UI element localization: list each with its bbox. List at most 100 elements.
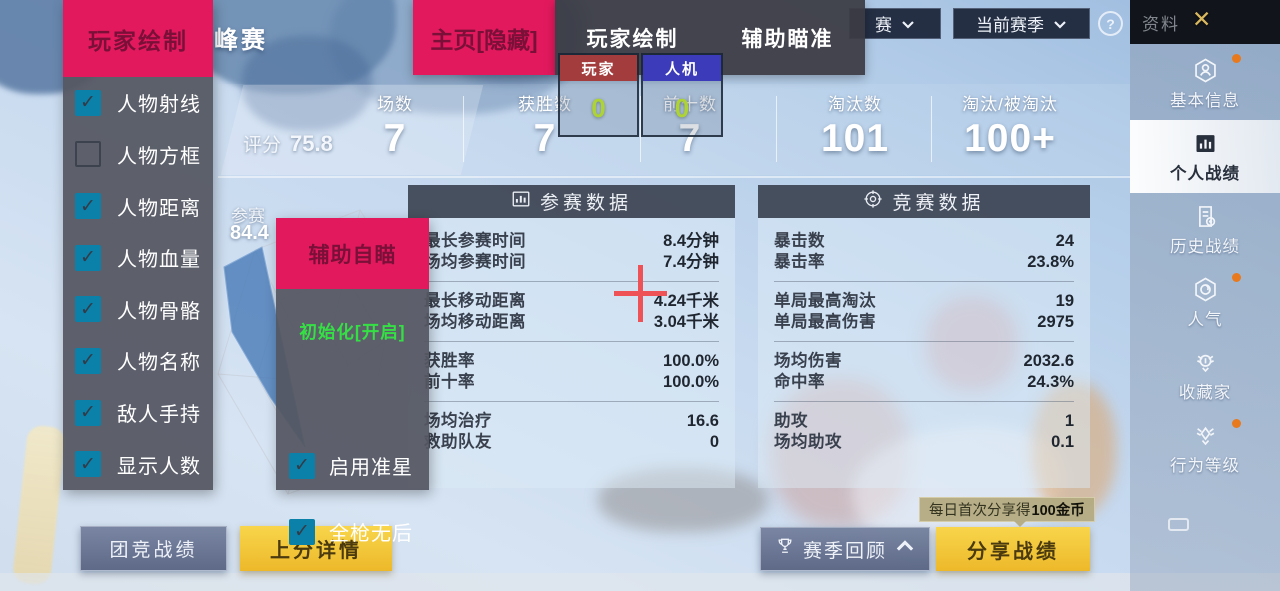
esp-toggle-distance[interactable]: 人物距离 bbox=[63, 180, 213, 232]
checkbox[interactable] bbox=[75, 141, 101, 168]
notification-dot bbox=[1232, 419, 1241, 428]
rating-label: 评分 bbox=[243, 135, 282, 156]
stat-row-label: 救助队友 bbox=[424, 432, 492, 451]
season-review-button[interactable]: 赛季回顾 bbox=[760, 527, 930, 571]
toggle-label: 人物名称 bbox=[117, 352, 201, 375]
share-stats-button[interactable]: 分享战绩 bbox=[936, 527, 1090, 571]
stat-divider bbox=[640, 96, 641, 162]
esp-toggle-playercount[interactable]: 显示人数 bbox=[63, 438, 213, 490]
stat-row-label: 助攻 bbox=[774, 412, 808, 430]
stat-row-label: 场均伤害 bbox=[774, 352, 842, 370]
toggle-label: 人物骨骼 bbox=[117, 300, 201, 323]
stat-row-value: 100.0% bbox=[663, 352, 719, 370]
toggle-label: 人物血量 bbox=[117, 249, 201, 272]
radar-axis-label: 参赛 bbox=[231, 207, 265, 226]
stat-value: 100+ bbox=[964, 117, 1056, 160]
home-hide-button[interactable]: 主页[隐藏] bbox=[413, 0, 555, 75]
page-title: 峰赛 bbox=[214, 27, 268, 54]
competition-panel-header: 竞赛数据 bbox=[758, 185, 1090, 218]
stat-row-value: 3.04千米 bbox=[653, 312, 719, 331]
stat-value: 101 bbox=[820, 117, 890, 160]
checkbox[interactable] bbox=[75, 399, 101, 426]
sidebar-item-label: 历史战绩 bbox=[1170, 237, 1240, 256]
tab-player-esp[interactable]: 玩家绘制 bbox=[586, 27, 679, 51]
sidebar-item-history-stats[interactable]: 历史战绩 bbox=[1130, 193, 1280, 266]
sidebar-item-conduct-level[interactable]: 行为等级 bbox=[1130, 412, 1280, 485]
profile-header: 资料 ✕ bbox=[1130, 0, 1280, 44]
bottom-strip bbox=[0, 573, 1280, 591]
stat-row-value: 19 bbox=[1055, 292, 1074, 310]
player-counter[interactable]: 玩家 0 bbox=[558, 53, 639, 137]
notification-dot bbox=[1232, 54, 1241, 63]
esp-toggle-name[interactable]: 人物名称 bbox=[63, 335, 213, 387]
toggle-label: 人物方框 bbox=[117, 145, 201, 168]
esp-toggle-ray[interactable]: 人物射线 bbox=[63, 77, 213, 129]
stat-row-label: 暴击数 bbox=[774, 232, 825, 250]
stat-divider bbox=[463, 96, 464, 162]
competition-panel: 竞赛数据 暴击数 24 暴击率 23.8% 单局最高淘汰 19 单局最高伤害 2975 … bbox=[758, 185, 1090, 488]
profile-title: 资料 bbox=[1142, 14, 1180, 34]
close-icon[interactable]: ✕ bbox=[1192, 6, 1212, 32]
stat-divider bbox=[776, 96, 777, 162]
team-stats-button[interactable]: 团竞战绩 bbox=[80, 526, 227, 571]
stat-value: 7 bbox=[678, 117, 702, 160]
stat-row-label: 最长参赛时间 bbox=[424, 232, 526, 250]
aimbot-toggle-norecoil[interactable]: 全枪无后 bbox=[289, 517, 425, 546]
bot-counter-label: 人机 bbox=[643, 55, 721, 81]
stat-row-value: 2032.6 bbox=[1023, 352, 1074, 370]
group-divider bbox=[424, 281, 719, 282]
stat-row-value: 8.4分钟 bbox=[663, 232, 719, 250]
tab-aim-assist[interactable]: 辅助瞄准 bbox=[741, 27, 834, 51]
checkbox[interactable] bbox=[75, 347, 101, 374]
checkbox[interactable] bbox=[75, 89, 101, 116]
sidebar-item-personal-stats[interactable]: 个人战绩 bbox=[1130, 120, 1280, 193]
sidebar-item-popularity[interactable]: 人气 bbox=[1130, 266, 1280, 339]
checkbox[interactable] bbox=[75, 193, 101, 220]
rank-details-button[interactable]: 上分详情 bbox=[240, 526, 392, 571]
stat-row-label: 场均治疗 bbox=[424, 412, 492, 430]
stat-row-value: 7.4分钟 bbox=[663, 252, 719, 271]
rating-score: 评分 75.8 bbox=[243, 130, 333, 157]
esp-toggle-weapon[interactable]: 敌人手持 bbox=[63, 387, 213, 439]
aimbot-toggle-crosshair[interactable]: 启用准星 bbox=[289, 451, 425, 480]
group-divider bbox=[424, 341, 719, 342]
sidebar-item-basic-info[interactable]: 基本信息 bbox=[1130, 47, 1280, 120]
notification-dot bbox=[1232, 273, 1241, 282]
chevron-up-icon bbox=[895, 536, 915, 562]
sidebar-item-label: 行为等级 bbox=[1170, 456, 1240, 475]
history-doc-icon bbox=[1192, 203, 1219, 230]
aimbot-menu: 辅助自瞄 初始化[开启] 启用准星 全枪无后 bbox=[276, 218, 429, 545]
checkbox[interactable] bbox=[75, 296, 101, 323]
scenery-decor bbox=[1032, 382, 1116, 517]
mode-dropdown-value: 赛 bbox=[875, 16, 892, 35]
stat-row-value: 16.6 bbox=[686, 412, 719, 430]
chevron-down-icon bbox=[1053, 14, 1067, 34]
esp-toggle-box[interactable]: 人物方框 bbox=[63, 129, 213, 181]
stat-value: 7 bbox=[533, 117, 557, 160]
checkbox[interactable] bbox=[75, 451, 101, 478]
stat-label: 淘汰/被淘汰 bbox=[962, 95, 1058, 114]
stat-row-label: 单局最高伤害 bbox=[774, 312, 876, 331]
bot-counter[interactable]: 人机 0 bbox=[641, 53, 723, 137]
trophy-icon bbox=[775, 536, 795, 562]
stats-chart-icon bbox=[1192, 130, 1219, 157]
season-dropdown[interactable]: 当前赛季 bbox=[953, 8, 1090, 39]
sidebar-nav: 基本信息 个人战绩 历史战绩 人气 bbox=[1130, 47, 1280, 485]
stat-row-value: 0.1 bbox=[1051, 432, 1074, 451]
sidebar-item-label: 个人战绩 bbox=[1170, 164, 1240, 183]
tooltip-highlight: 100金币 bbox=[1031, 503, 1085, 519]
checkbox[interactable] bbox=[289, 452, 315, 479]
stat-row-label: 命中率 bbox=[774, 372, 825, 391]
esp-toggle-skeleton[interactable]: 人物骨骼 bbox=[63, 284, 213, 336]
sidebar-item-collector[interactable]: 收藏家 bbox=[1130, 339, 1280, 412]
bot-counter-value: 0 bbox=[674, 92, 690, 123]
target-icon bbox=[863, 189, 883, 215]
checkbox[interactable] bbox=[75, 244, 101, 271]
stat-row-value: 2975 bbox=[1037, 312, 1074, 331]
checkbox[interactable] bbox=[289, 518, 315, 545]
help-button[interactable]: ? bbox=[1098, 11, 1123, 36]
participation-panel-body: 最长参赛时间 8.4分钟 场均参赛时间 7.4分钟 最长移动距离 4.24千米 场均移… bbox=[408, 218, 735, 488]
esp-toggle-health[interactable]: 人物血量 bbox=[63, 232, 213, 284]
toggle-label: 全枪无后 bbox=[329, 523, 413, 545]
